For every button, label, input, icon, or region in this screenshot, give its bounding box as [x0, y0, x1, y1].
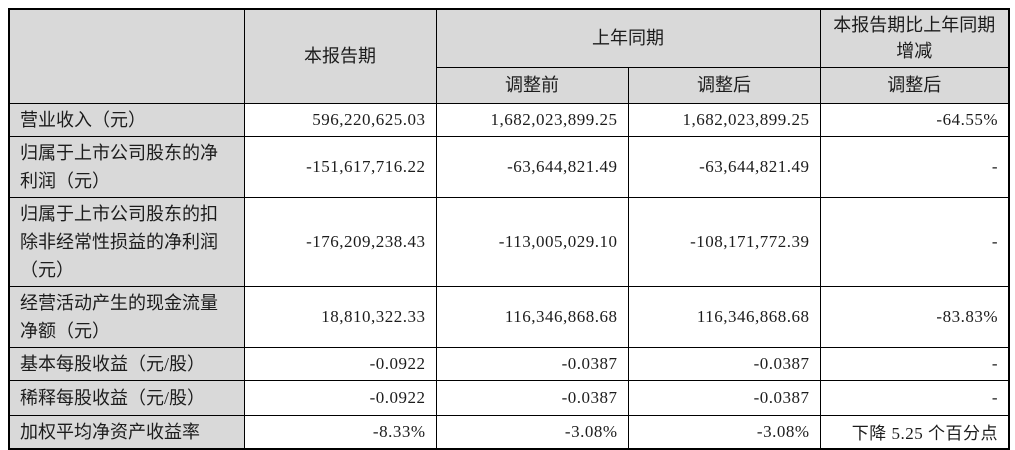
row-label: 经营活动产生的现金流量净额（元） — [8, 285, 245, 348]
value-current-period: -176,209,238.43 — [243, 196, 437, 287]
table-row-basic-eps: 基本每股收益（元/股） -0.0922 -0.0387 -0.0387 - — [8, 346, 1010, 381]
value-after-adjustment: -0.0387 — [627, 379, 821, 416]
value-current-period: -0.0922 — [243, 346, 437, 381]
value-before-adjustment: 116,346,868.68 — [435, 285, 629, 348]
value-after-adjustment: -0.0387 — [627, 346, 821, 381]
value-before-adjustment: -3.08% — [435, 414, 629, 450]
table-row-net-profit: 归属于上市公司股东的净利润（元） -151,617,716.22 -63,644… — [8, 135, 1010, 198]
header-change-after-adjustment: 调整后 — [819, 66, 1010, 104]
value-after-adjustment: 1,682,023,899.25 — [627, 102, 821, 137]
value-before-adjustment: 1,682,023,899.25 — [435, 102, 629, 137]
value-change: -83.83% — [819, 285, 1010, 348]
header-prior-before-adjustment: 调整前 — [435, 66, 629, 104]
row-label: 基本每股收益（元/股） — [8, 346, 245, 381]
row-label: 归属于上市公司股东的扣除非经常性损益的净利润（元） — [8, 196, 245, 287]
table-row-operating-revenue: 营业收入（元） 596,220,625.03 1,682,023,899.25 … — [8, 102, 1010, 137]
table-row-net-profit-excl-nonrecurring: 归属于上市公司股东的扣除非经常性损益的净利润（元） -176,209,238.4… — [8, 196, 1010, 287]
row-label: 营业收入（元） — [8, 102, 245, 137]
row-label: 稀释每股收益（元/股） — [8, 379, 245, 416]
value-current-period: -0.0922 — [243, 379, 437, 416]
value-current-period: -8.33% — [243, 414, 437, 450]
value-current-period: 596,220,625.03 — [243, 102, 437, 137]
value-before-adjustment: -0.0387 — [435, 379, 629, 416]
table-row-operating-cash-flow: 经营活动产生的现金流量净额（元） 18,810,322.33 116,346,8… — [8, 285, 1010, 348]
value-change: - — [819, 196, 1010, 287]
value-after-adjustment: -63,644,821.49 — [627, 135, 821, 198]
header-current-period: 本报告期 — [243, 8, 437, 104]
table-header-row-2: 调整前 调整后 调整后 — [9, 66, 1010, 104]
row-label: 加权平均净资产收益率 — [8, 414, 245, 450]
value-change: - — [819, 346, 1010, 381]
corner-cell — [8, 8, 245, 104]
value-change: 下降 5.25 个百分点 — [819, 414, 1010, 450]
table-row-diluted-eps: 稀释每股收益（元/股） -0.0922 -0.0387 -0.0387 - — [8, 379, 1010, 416]
value-after-adjustment: -108,171,772.39 — [627, 196, 821, 287]
value-current-period: 18,810,322.33 — [243, 285, 437, 348]
value-after-adjustment: 116,346,868.68 — [627, 285, 821, 348]
header-change: 本报告期比上年同期增减 — [819, 8, 1010, 68]
value-current-period: -151,617,716.22 — [243, 135, 437, 198]
value-after-adjustment: -3.08% — [627, 414, 821, 450]
table-header-row-1: 本报告期 上年同期 本报告期比上年同期增减 — [8, 8, 1010, 104]
value-before-adjustment: -0.0387 — [435, 346, 629, 381]
value-before-adjustment: -63,644,821.49 — [435, 135, 629, 198]
financial-summary-table: 本报告期 上年同期 本报告期比上年同期增减 调整前 调整后 调整后 营业收入（元… — [8, 8, 1010, 450]
value-change: - — [819, 379, 1010, 416]
value-change: -64.55% — [819, 102, 1010, 137]
value-change: - — [819, 135, 1010, 198]
header-prior-period: 上年同期 — [435, 8, 821, 68]
value-before-adjustment: -113,005,029.10 — [435, 196, 629, 287]
table-row-weighted-avg-roe: 加权平均净资产收益率 -8.33% -3.08% -3.08% 下降 5.25 … — [8, 414, 1010, 450]
header-prior-after-adjustment: 调整后 — [627, 66, 821, 104]
row-label: 归属于上市公司股东的净利润（元） — [8, 135, 245, 198]
